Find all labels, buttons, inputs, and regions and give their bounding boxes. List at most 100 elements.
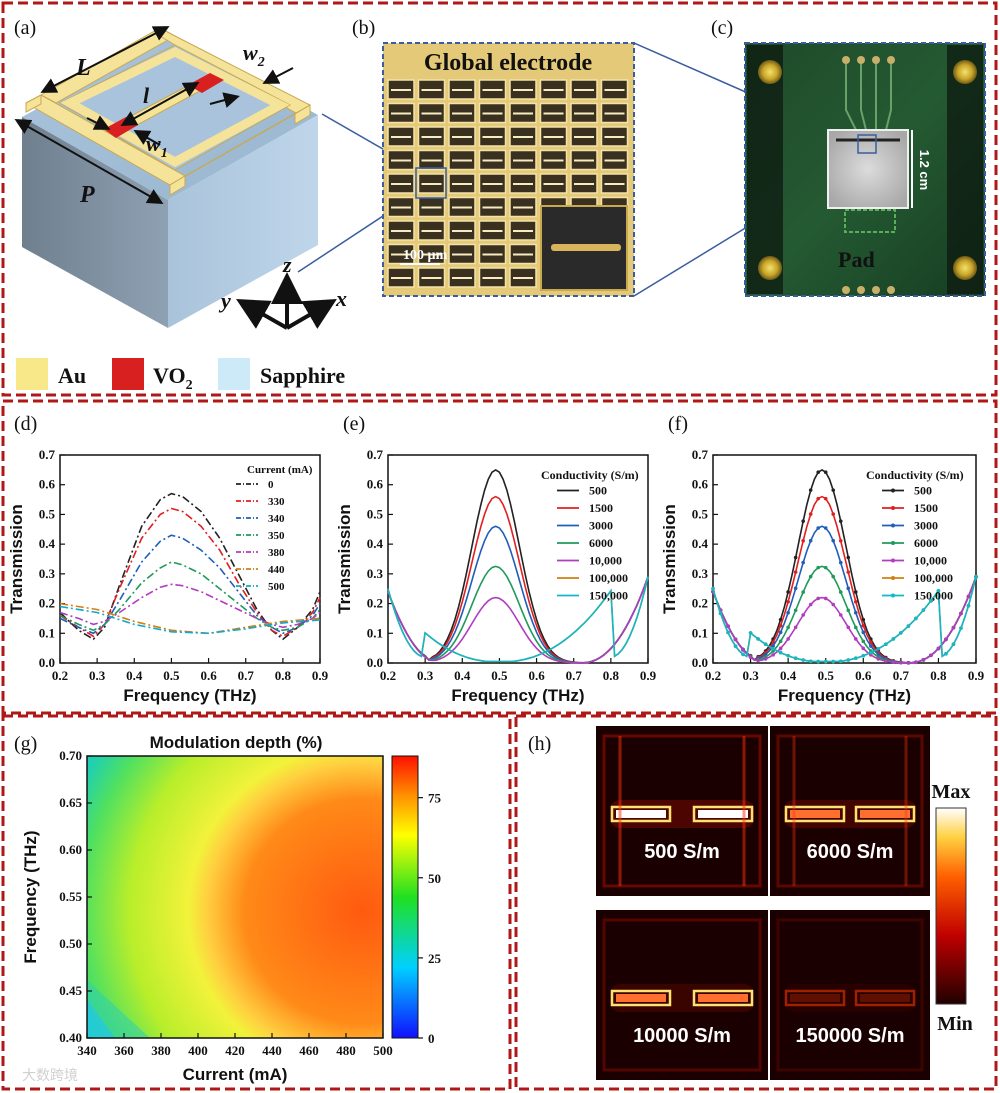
legend-label-sapphire: Sapphire: [260, 363, 345, 388]
series-marker: [793, 586, 798, 591]
x-axis-label: Frequency (THz): [123, 686, 256, 705]
y-tick-label: 0.0: [39, 655, 55, 670]
series-marker: [966, 603, 971, 608]
series-marker: [891, 637, 896, 641]
panel-g: (g) Modulation depth (%) 340 360 380 400 420…: [14, 733, 442, 1084]
series-marker: [831, 538, 836, 543]
panel-b: (b) Global electrode 100 µm: [352, 17, 635, 297]
series-line-340: [59, 534, 321, 635]
field-map-label: 6000 S/m: [807, 841, 894, 863]
plot-frame: [712, 454, 977, 664]
series-marker: [861, 623, 866, 628]
legend-label-vo2: VO2: [153, 363, 193, 393]
panel-label-c: (c): [711, 17, 733, 39]
x-tick-label: 0.4: [126, 668, 143, 683]
heatmap-colorbar: [391, 755, 419, 1039]
legend-label: 350: [268, 530, 285, 542]
x-tick-label: 0.5: [818, 668, 835, 683]
y-axis-label: Transmission: [335, 504, 354, 614]
field-colorbar: [935, 807, 967, 1005]
series-marker: [838, 538, 843, 543]
series-marker: [786, 599, 790, 604]
series-marker: [929, 653, 933, 658]
y-tick-label: 0.3: [367, 566, 384, 581]
series-marker: [846, 658, 851, 662]
field-map: 500 S/m: [596, 726, 768, 896]
series-marker: [936, 646, 941, 651]
series-marker: [951, 625, 956, 630]
series-marker: [974, 575, 978, 579]
heatmap-xlabel: Current (mA): [183, 1065, 288, 1084]
frame-bottom-left: [1, 714, 512, 1091]
x-tick-label: 0.4: [780, 668, 797, 683]
y-tick-label: 0.1: [39, 625, 55, 640]
panel-a: (a) L l w1 w2 P: [14, 17, 347, 393]
heatmap-title: Modulation depth (%): [150, 733, 323, 752]
series-marker: [936, 588, 941, 593]
x-tick-label: 0.7: [238, 668, 255, 683]
panel-label-g: (g): [14, 733, 37, 755]
legend-title: Conductivity (S/m): [541, 468, 639, 482]
series-marker: [831, 659, 836, 664]
series-marker: [906, 661, 911, 665]
dim-L: L: [75, 55, 91, 81]
series-marker: [853, 599, 858, 604]
y-tick-label: 0.40: [59, 1030, 82, 1045]
x-tick-label: 0.8: [603, 668, 620, 683]
y-tick-label: 0.1: [367, 625, 383, 640]
x-tick-label: 0.9: [312, 668, 329, 683]
y-tick-label: 0.0: [367, 655, 383, 670]
x-tick-label: 480: [336, 1043, 356, 1058]
panel-label-f: (f): [668, 413, 688, 435]
chip: [827, 129, 909, 209]
x-tick-label: 0.2: [705, 668, 721, 683]
x-tick-label: 340: [77, 1043, 97, 1058]
mount-hole: [953, 60, 977, 84]
legend-label: 500: [914, 484, 932, 498]
global-electrode-title: Global electrode: [424, 50, 593, 76]
series-marker: [914, 660, 918, 665]
y-tick-label: 0.5: [39, 506, 56, 521]
x-tick-label: 0.5: [491, 668, 508, 683]
legend-label: 10,000: [914, 554, 947, 568]
frame-bottom-right: [514, 714, 998, 1091]
y-tick-label: 0.2: [367, 596, 383, 611]
metasurface-grid: [387, 79, 629, 288]
series-marker: [853, 610, 858, 615]
series-marker: [778, 630, 783, 635]
x-tick-label: 0.2: [380, 668, 396, 683]
series-marker: [801, 560, 805, 565]
y-tick-label: 0.2: [692, 596, 708, 611]
frame-middle: [1, 399, 998, 715]
y-tick-label: 0.65: [59, 795, 82, 810]
y-tick-label: 0.6: [367, 477, 384, 492]
series-marker: [823, 659, 828, 664]
x-tick-label: 400: [188, 1043, 208, 1058]
pad-box: [844, 209, 896, 233]
series-marker: [838, 519, 843, 523]
series-marker: [861, 646, 866, 651]
series-marker: [763, 657, 768, 661]
y-tick-label: 0.7: [367, 447, 384, 462]
series-marker: [959, 611, 963, 616]
series-marker: [853, 625, 858, 630]
series-marker: [793, 656, 798, 661]
chart-d: 0.2 0.3 0.4 0.5 0.6 0.7 0.8 0.9 0.0 0.1 0.2 0.3 0.4 0…: [7, 447, 329, 705]
series-marker: [966, 594, 971, 599]
colorbar-tick-label: 50: [428, 871, 441, 886]
series-marker: [786, 610, 790, 615]
series-marker: [748, 631, 753, 635]
legend-label: 100,000: [589, 571, 628, 585]
field-map-label: 500 S/m: [644, 841, 720, 863]
series-marker: [711, 586, 715, 591]
series-marker: [778, 650, 783, 655]
series-marker: [921, 608, 926, 612]
mount-hole: [953, 256, 977, 280]
dim-w2: w2: [243, 40, 265, 70]
zoom-box: [415, 167, 447, 199]
series-marker: [771, 644, 775, 648]
x-tick-label: 420: [225, 1043, 245, 1058]
series-line-350: [59, 561, 321, 632]
x-axis-label: Frequency (THz): [778, 686, 911, 705]
